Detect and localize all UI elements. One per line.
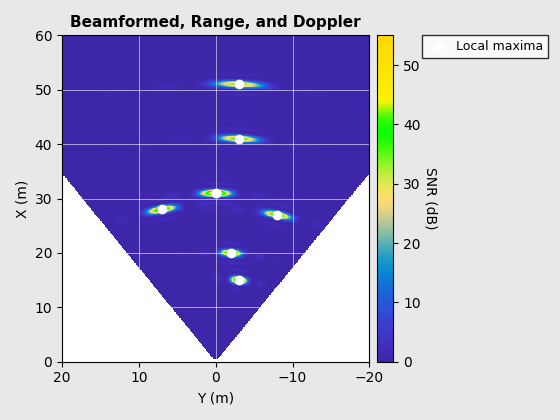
Legend: Local maxima: Local maxima <box>422 35 548 58</box>
Y-axis label: X (m): X (m) <box>15 179 29 218</box>
X-axis label: Y (m): Y (m) <box>197 391 234 405</box>
Local maxima <box>235 278 242 283</box>
Local maxima <box>228 250 235 255</box>
Local maxima <box>158 207 165 212</box>
Y-axis label: SNR (dB): SNR (dB) <box>423 167 437 230</box>
Line: Local maxima: Local maxima <box>158 80 281 284</box>
Title: Beamformed, Range, and Doppler: Beamformed, Range, and Doppler <box>71 15 361 30</box>
Local maxima <box>235 82 242 87</box>
Local maxima <box>212 191 219 196</box>
Local maxima <box>274 213 281 218</box>
Local maxima <box>235 136 242 141</box>
